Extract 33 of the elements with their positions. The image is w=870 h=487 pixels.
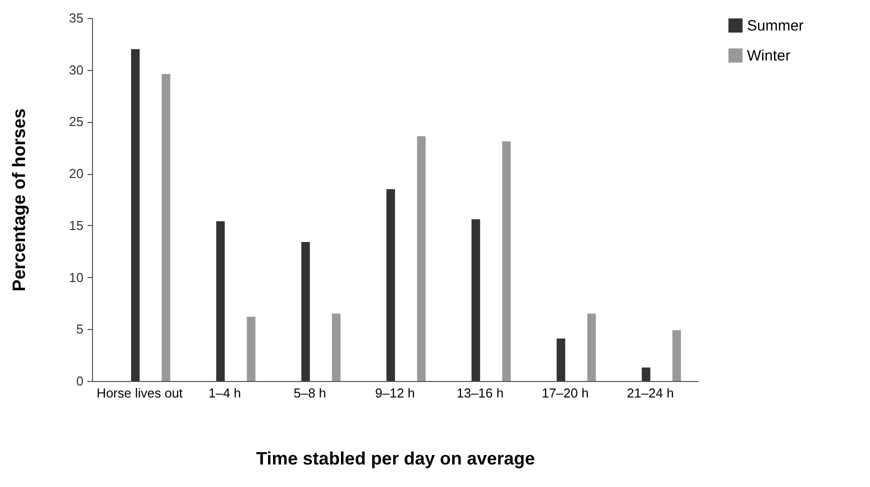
- y-tick-label: 20: [69, 166, 84, 182]
- x-axis-title: Time stabled per day on average: [256, 448, 535, 468]
- x-tick-label: 1–4 h: [208, 386, 242, 400]
- y-tick-label: 35: [69, 10, 84, 26]
- bar: [162, 74, 170, 381]
- bar: [642, 368, 650, 381]
- x-tick-label: 21–24 h: [626, 386, 674, 400]
- bar: [131, 49, 140, 381]
- y-tick-label: 5: [76, 322, 84, 337]
- y-tick-label: 30: [69, 62, 84, 78]
- bar: [246, 316, 256, 381]
- x-tick-label: 9–12 h: [375, 386, 415, 400]
- x-tick-label: 5–8 h: [294, 386, 326, 400]
- y-tick-label: 0: [76, 374, 84, 388]
- bar: [587, 314, 596, 381]
- bar: [672, 330, 681, 381]
- bar: [216, 221, 225, 381]
- legend-label: Winter: [747, 48, 790, 64]
- y-axis-title: Percentage of horses: [9, 108, 30, 292]
- bar: [332, 314, 341, 381]
- bar: [556, 338, 566, 381]
- bar: [386, 189, 395, 381]
- x-tick-label: 17–20 h: [542, 386, 589, 400]
- y-tick-label: 15: [69, 218, 84, 233]
- bar: [417, 136, 426, 381]
- legend-label: Summer: [747, 18, 804, 34]
- bar: [301, 242, 310, 381]
- bar: [472, 219, 480, 381]
- x-tick-label: Horse lives out: [96, 386, 184, 400]
- y-tick-label: 10: [69, 270, 84, 285]
- bar: [502, 141, 511, 381]
- y-tick-label: 25: [69, 114, 84, 130]
- x-tick-label: 13–16 h: [456, 386, 504, 400]
